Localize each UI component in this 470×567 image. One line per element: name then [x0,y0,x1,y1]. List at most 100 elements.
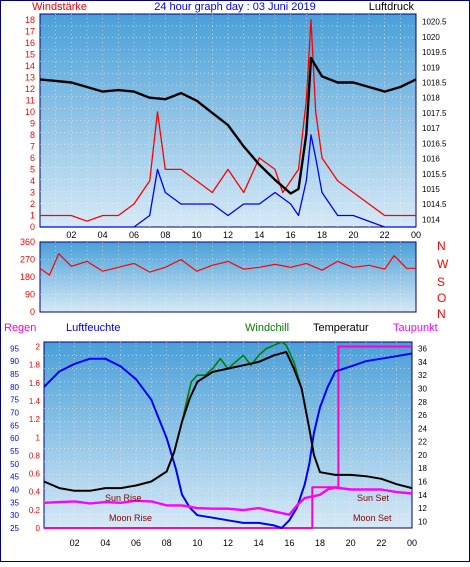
x-tick-label: 14 [254,538,264,548]
direction-label-w: W [437,257,449,271]
wind-tick-label: 11 [26,95,35,105]
temperature-tick-label: 18 [418,464,427,473]
series-wind-speed [40,19,416,222]
rain-tick-label: 1.2 [29,415,41,424]
wind-tick-label: 7 [30,141,35,151]
wind-tick-label: 12 [25,84,35,94]
dewpoint-legend: Taupunkt [393,322,438,334]
rain-tick-label: 0.8 [29,451,41,460]
x-tick-label: 10 [192,538,202,548]
x-tick-label: 16 [284,538,294,548]
humidity-tick-label: 40 [10,486,19,495]
temperature-legend: Temperatur [313,322,369,334]
sun-rise-label: Sun Rise [105,493,142,503]
temperature-tick-label: 20 [418,451,427,460]
rain-axis-title: Regen [4,322,36,334]
wind-tick-label: 17 [25,26,35,36]
humidity-axis-title: Luftfeuchte [66,322,120,334]
rain-tick-label: 0 [36,524,41,533]
temperature-tick-label: 30 [418,385,427,394]
series-layer [39,19,417,529]
x-tick-label: 02 [70,538,80,548]
axes: 012345678910111213141516171810141014.510… [10,15,447,548]
pressure-axis-title: Luftdruck [369,1,415,13]
wind-tick-label: 1 [30,210,35,220]
pressure-tick-label: 1019.5 [422,48,447,57]
humidity-tick-label: 85 [10,370,19,379]
windchill-legend: Windchill [245,322,289,334]
series-dewpoint [43,486,413,516]
temperature-tick-label: 24 [418,424,427,433]
temperature-tick-label: 36 [418,345,427,354]
x-tick-label: 04 [98,230,108,240]
wind-tick-label: 2 [30,199,35,209]
temperature-tick-label: 28 [418,398,427,407]
series-humidity [43,352,413,529]
rain-tick-label: 2 [36,343,41,352]
x-tick-label: 12 [223,230,233,240]
humidity-tick-label: 75 [10,396,19,405]
humidity-tick-label: 70 [10,409,19,418]
series-pressure [39,56,417,195]
x-tick-label: 08 [160,230,170,240]
x-tick-label: 18 [317,230,327,240]
humidity-tick-label: 50 [10,460,19,469]
wind-tick-label: 4 [30,176,35,186]
moon-rise-label: Moon Rise [109,513,152,523]
rain-tick-label: 0.4 [29,488,41,497]
humidity-tick-label: 80 [10,383,19,392]
pressure-tick-label: 1020.5 [422,18,447,27]
direction-label-bottom: N [437,307,446,321]
wind-tick-label: 14 [25,61,35,71]
x-tick-label: 00 [411,230,421,240]
wind-axis-title: Windstärke [32,1,87,13]
series-gust [40,134,416,228]
pressure-tick-label: 1020 [422,33,440,42]
direction-tick-label: 180 [20,272,35,282]
rain-tick-label: 0.6 [29,470,41,479]
temperature-tick-label: 14 [418,491,427,500]
rain-tick-label: 1.8 [29,361,41,370]
series-windchill [181,341,303,422]
pressure-tick-label: 1015 [422,185,440,194]
x-tick-label: 08 [162,538,172,548]
sun-set-label: Sun Set [357,493,390,503]
series-temperature [43,351,413,492]
humidity-tick-label: 55 [10,447,19,456]
x-tick-label: 06 [131,538,141,548]
wind-tick-label: 9 [30,118,35,128]
wind-tick-label: 5 [30,164,35,174]
temperature-tick-label: 34 [418,358,427,367]
moon-set-label: Moon Set [353,513,392,523]
pressure-tick-label: 1016.5 [422,139,447,148]
direction-labels: N W S O N [437,239,449,321]
x-tick-label: 20 [346,538,356,548]
direction-tick-label: 360 [20,237,35,247]
rain-tick-label: 1.4 [29,397,41,406]
pressure-tick-label: 1016 [422,155,440,164]
direction-tick-label: 0 [30,307,35,317]
humidity-tick-label: 30 [10,511,19,520]
x-tick-label: 06 [129,230,139,240]
x-tick-label: 16 [286,230,296,240]
wind-tick-label: 6 [30,153,35,163]
wind-tick-label: 10 [25,107,35,117]
temperature-tick-label: 12 [418,504,427,513]
x-tick-label: 00 [407,538,417,548]
series-wind-direction [39,253,416,276]
humidity-tick-label: 45 [10,473,19,482]
humidity-tick-label: 95 [10,344,19,353]
pressure-tick-label: 1018 [422,94,440,103]
direction-label-o: O [437,291,446,305]
chart-title: 24 hour graph day : 03 Juni 2019 [154,1,315,13]
x-tick-label: 22 [376,538,386,548]
wind-tick-label: 0 [30,222,35,232]
x-tick-label: 22 [380,230,390,240]
direction-tick-label: 90 [25,290,35,300]
temperature-tick-label: 22 [418,438,427,447]
x-tick-label: 02 [66,230,76,240]
humidity-tick-label: 25 [10,524,19,533]
pressure-tick-label: 1017 [422,124,440,133]
